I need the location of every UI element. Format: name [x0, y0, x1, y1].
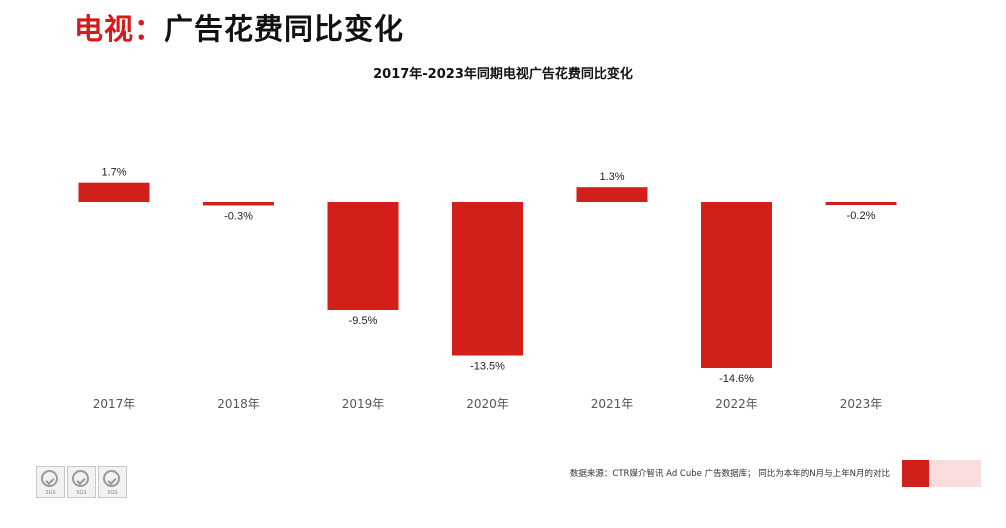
- bar-2023年: [825, 202, 897, 205]
- data-label: 1.3%: [599, 171, 624, 183]
- x-tick-label: 2022年: [715, 397, 758, 411]
- bar-2017年: [78, 182, 150, 202]
- certification-logo-2: SGS: [67, 466, 96, 498]
- logo-text: SGS: [76, 490, 87, 496]
- x-tick-label: 2019年: [342, 397, 385, 411]
- x-tick-label: 2020年: [466, 397, 509, 411]
- bar-2018年: [203, 202, 274, 206]
- bar-chart: 1.7% 2017年 -0.3% 2018年 -9.5% 2019年 -13.5% 2020年…: [78, 167, 897, 411]
- data-label: -0.3%: [224, 210, 253, 222]
- logo-text: SGS: [107, 490, 118, 496]
- x-tick-label: 2018年: [217, 397, 260, 411]
- certification-logo-1: SGS: [36, 466, 65, 498]
- legend-swatch-dark: [902, 460, 929, 487]
- data-label: -14.6%: [719, 373, 754, 385]
- bar-2021年: [576, 187, 648, 202]
- certification-check-icon: [103, 470, 120, 487]
- x-tick-label: 2023年: [840, 397, 883, 411]
- page-title: 电视：广告花费同比变化: [74, 6, 404, 48]
- logo-text: SGS: [45, 490, 56, 496]
- certification-logo-3: SGS: [98, 466, 127, 498]
- data-label: -13.5%: [470, 361, 505, 373]
- certification-logos: SGS SGS SGS: [36, 466, 127, 498]
- page-title-main: 广告花费同比变化: [164, 12, 405, 46]
- bar-2020年: [452, 202, 523, 356]
- legend-swatch-light: [929, 460, 981, 487]
- data-label: -0.2%: [847, 210, 876, 222]
- data-label: 1.7%: [101, 167, 126, 179]
- data-source-note: 数据来源：CTR媒介智讯 Ad Cube 广告数据库； 同比为本年的N月与上年N…: [569, 469, 890, 479]
- certification-check-icon: [72, 470, 89, 487]
- page-title-accent: 电视：: [74, 12, 165, 46]
- data-label: -9.5%: [349, 315, 378, 327]
- chart-title: 2017年-2023年同期电视广告花费同比变化: [373, 67, 633, 82]
- x-tick-label: 2021年: [591, 397, 634, 411]
- x-tick-label: 2017年: [93, 397, 136, 411]
- certification-check-icon: [41, 470, 58, 487]
- bar-2019年: [327, 202, 399, 310]
- bar-2022年: [701, 202, 772, 368]
